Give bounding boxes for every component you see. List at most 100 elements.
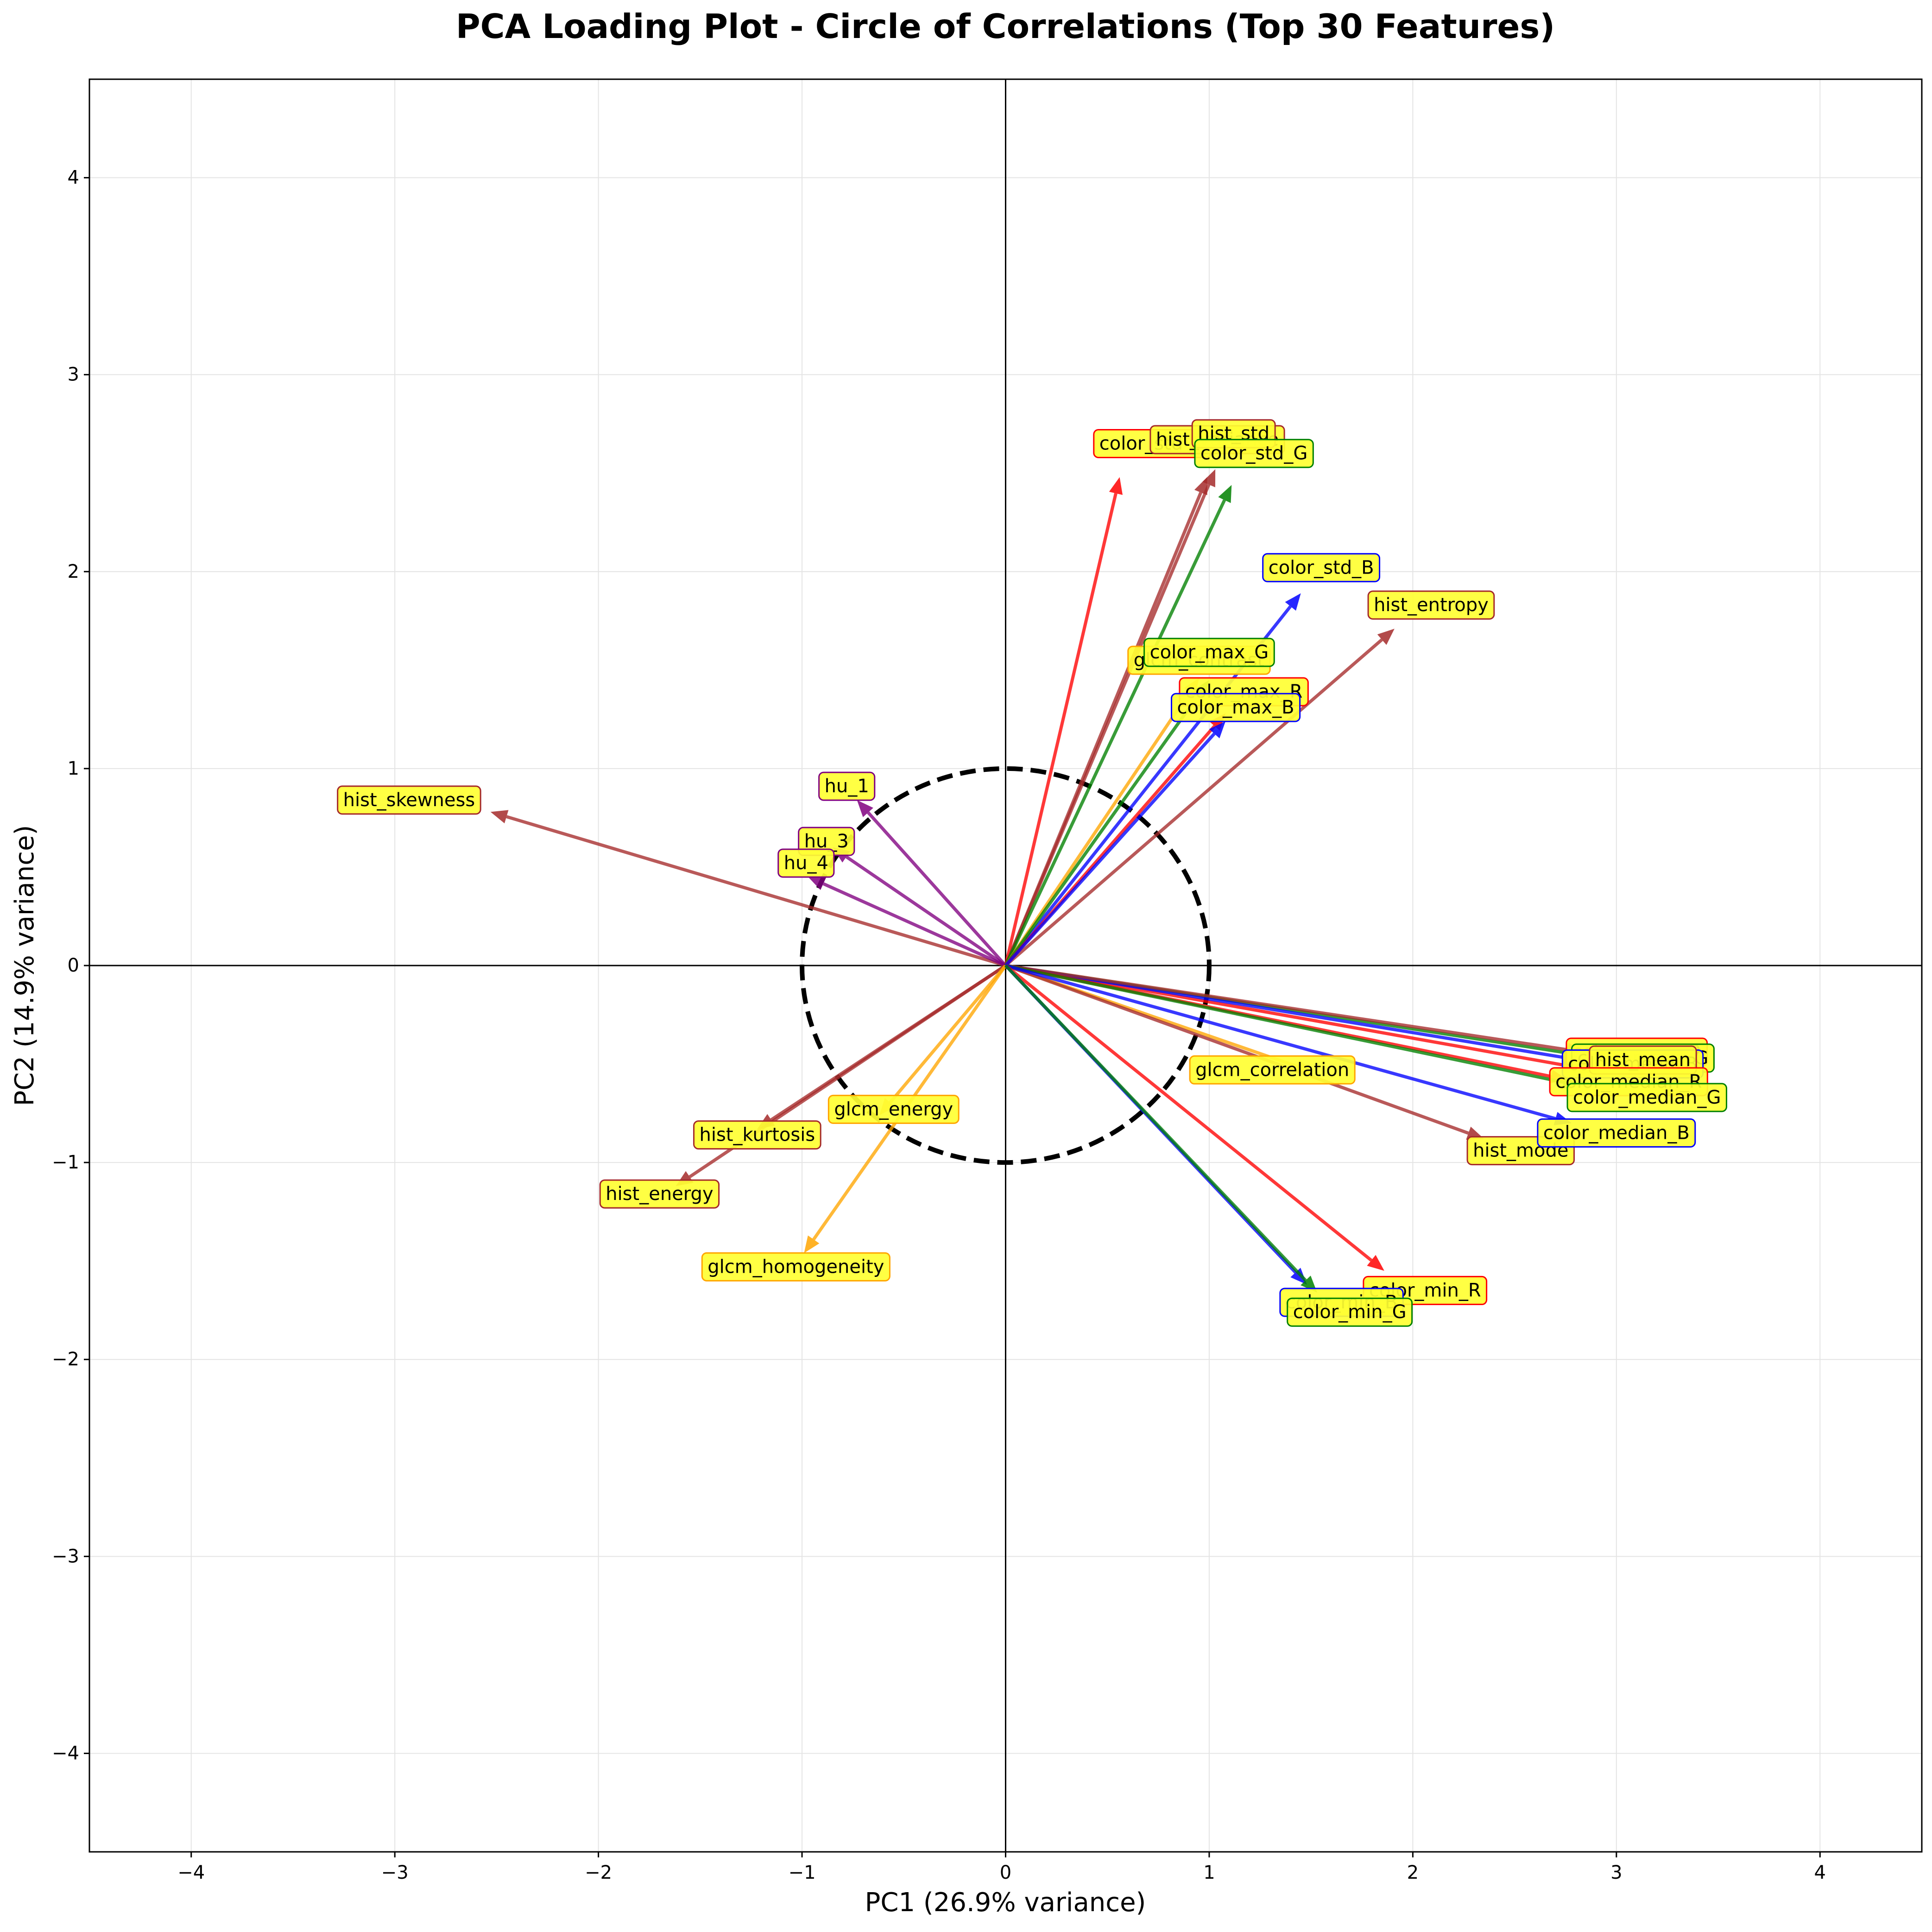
y-tick-label-7: 3 (68, 364, 79, 385)
label-glcm_homogeneity: glcm_homogeneity (701, 1252, 890, 1282)
arrowhead-hist_std (1202, 469, 1216, 487)
label-color_max_B: color_max_B (1171, 693, 1301, 722)
label-color_median_B: color_median_B (1537, 1118, 1696, 1148)
label-text-color_std_G: color_std_G (1200, 443, 1307, 464)
vector-hu_4 (822, 882, 1006, 967)
x-tick-label-5: 1 (1203, 1862, 1215, 1883)
label-glcm_correlation: glcm_correlation (1189, 1055, 1356, 1085)
vector-color_median_B (1005, 964, 1556, 1120)
label-hu_1: hu_1 (818, 771, 876, 801)
label-hist_kurtosis: hist_kurtosis (693, 1120, 821, 1150)
label-box-hist_skewness (337, 785, 481, 815)
arrowhead-hu_1 (857, 800, 873, 817)
arrowhead-hu_4 (808, 877, 827, 890)
x-tick-label-1: −3 (381, 1862, 409, 1883)
loading-labels: hist_skewnesshu_1hu_3hu_4hist_kurtosishi… (337, 419, 1727, 1327)
arrowhead-color_max_B (1209, 721, 1226, 739)
y-tick-label-4: 0 (68, 955, 79, 976)
label-hu_3: hu_3 (798, 827, 855, 856)
vector-color_median_G (1005, 964, 1564, 1084)
label-box-hist_energy (599, 1179, 720, 1209)
x-tick-label-7: 3 (1610, 1862, 1622, 1883)
x-tick-label-8: 4 (1814, 1862, 1826, 1883)
vector-color_std_G (1004, 499, 1226, 966)
x-tick-label-4: 0 (1000, 1862, 1011, 1883)
label-box-color_max_B (1171, 693, 1301, 722)
label-text-color_median_B: color_median_B (1543, 1122, 1690, 1143)
vector-hist_skewness (506, 815, 1006, 967)
arrowhead-color_std_G (1218, 485, 1232, 503)
y-axis-label: PC2 (14.9% variance) (10, 825, 40, 1106)
label-text-glcm_energy: glcm_energy (834, 1099, 953, 1120)
label-box-hu_1 (818, 771, 876, 801)
label-text-color_std_B: color_std_B (1269, 557, 1374, 578)
label-hu_4: hu_4 (777, 848, 835, 878)
label-box-glcm_correlation (1189, 1055, 1356, 1085)
label-box-color_max_G (1143, 638, 1275, 667)
y-tick-label-1: −3 (52, 1546, 79, 1567)
vector-color_max_G (1004, 692, 1201, 967)
x-axis-ticks: −4 −3 −2 −1 0 1 2 3 4 (177, 1852, 1826, 1883)
y-tick-label-0: −4 (52, 1743, 79, 1764)
x-tick-label-0: −4 (177, 1862, 205, 1883)
x-tick-label-3: −1 (789, 1862, 816, 1883)
x-axis-label: PC1 (26.9% variance) (865, 1888, 1146, 1918)
label-hist_skewness: hist_skewness (337, 785, 481, 815)
label-box-hist_kurtosis (693, 1120, 821, 1150)
label-box-color_median_B (1537, 1118, 1696, 1148)
loading-vectors (490, 469, 1588, 1293)
label-color_median_G: color_median_G (1566, 1083, 1727, 1112)
label-text-hu_4: hu_4 (784, 852, 828, 874)
arrowhead-color_min_R (1367, 1255, 1384, 1271)
unit-circle (800, 766, 1212, 1165)
arrowhead-glcm_homogeneity (804, 1235, 820, 1253)
label-text-hist_entropy: hist_entropy (1374, 594, 1489, 616)
label-color_std_B: color_std_B (1262, 553, 1381, 582)
label-text-color_max_G: color_max_G (1150, 642, 1269, 663)
y-tick-label-2: −2 (52, 1349, 79, 1370)
arrowhead-color_min_B (1290, 1268, 1307, 1285)
vector-hu_1 (867, 811, 1007, 967)
label-text-color_median_G: color_median_G (1573, 1087, 1721, 1108)
label-box-color_min_G (1287, 1297, 1413, 1327)
vector-hist_mean (1005, 964, 1568, 1052)
vector-color_std_R (1004, 492, 1118, 966)
label-glcm_energy: glcm_energy (827, 1094, 960, 1124)
x-tick-label-6: 2 (1407, 1862, 1419, 1883)
vector-hist_std (1004, 484, 1211, 966)
arrowhead-hist_skewness (490, 810, 509, 824)
label-text-glcm_correlation: glcm_correlation (1195, 1059, 1349, 1080)
label-box-color_median_G (1566, 1083, 1727, 1112)
vector-hist_mode (1005, 964, 1469, 1135)
label-color_std_G: color_std_G (1194, 439, 1314, 468)
vector-color_max_B (1004, 732, 1216, 967)
vector-hu_3 (845, 855, 1007, 967)
y-tick-label-5: 1 (68, 758, 79, 779)
label-hist_energy: hist_energy (599, 1179, 720, 1209)
label-text-hist_kurtosis: hist_kurtosis (700, 1124, 815, 1146)
unit-circle-layer (800, 766, 1212, 1165)
arrowhead-hist_entropy (1377, 629, 1395, 645)
vector-hist_entropy (1004, 638, 1383, 967)
y-tick-label-8: 4 (68, 167, 79, 189)
label-text-glcm_homogeneity: glcm_homogeneity (707, 1256, 884, 1277)
vector-glcm_energy (889, 964, 1007, 1104)
label-box-glcm_homogeneity (701, 1252, 890, 1282)
label-text-hu_1: hu_1 (825, 776, 869, 797)
label-text-color_max_B: color_max_B (1177, 697, 1294, 718)
y-tick-label-6: 2 (68, 561, 79, 582)
chart-title: PCA Loading Plot - Circle of Correlation… (456, 7, 1555, 46)
label-text-hist_skewness: hist_skewness (343, 789, 475, 811)
arrowhead-color_std_R (1109, 477, 1123, 495)
label-text-color_min_G: color_min_G (1293, 1301, 1407, 1323)
label-text-hist_energy: hist_energy (606, 1183, 713, 1205)
label-color_max_G: color_max_G (1143, 638, 1275, 667)
x-tick-label-2: −2 (585, 1862, 612, 1883)
label-box-glcm_energy (827, 1094, 960, 1124)
label-color_min_G: color_min_G (1287, 1297, 1413, 1327)
label-box-hu_4 (777, 848, 835, 878)
arrowhead-color_std_B (1285, 593, 1301, 611)
label-box-color_std_B (1262, 553, 1381, 582)
label-hist_entropy: hist_entropy (1367, 590, 1495, 620)
